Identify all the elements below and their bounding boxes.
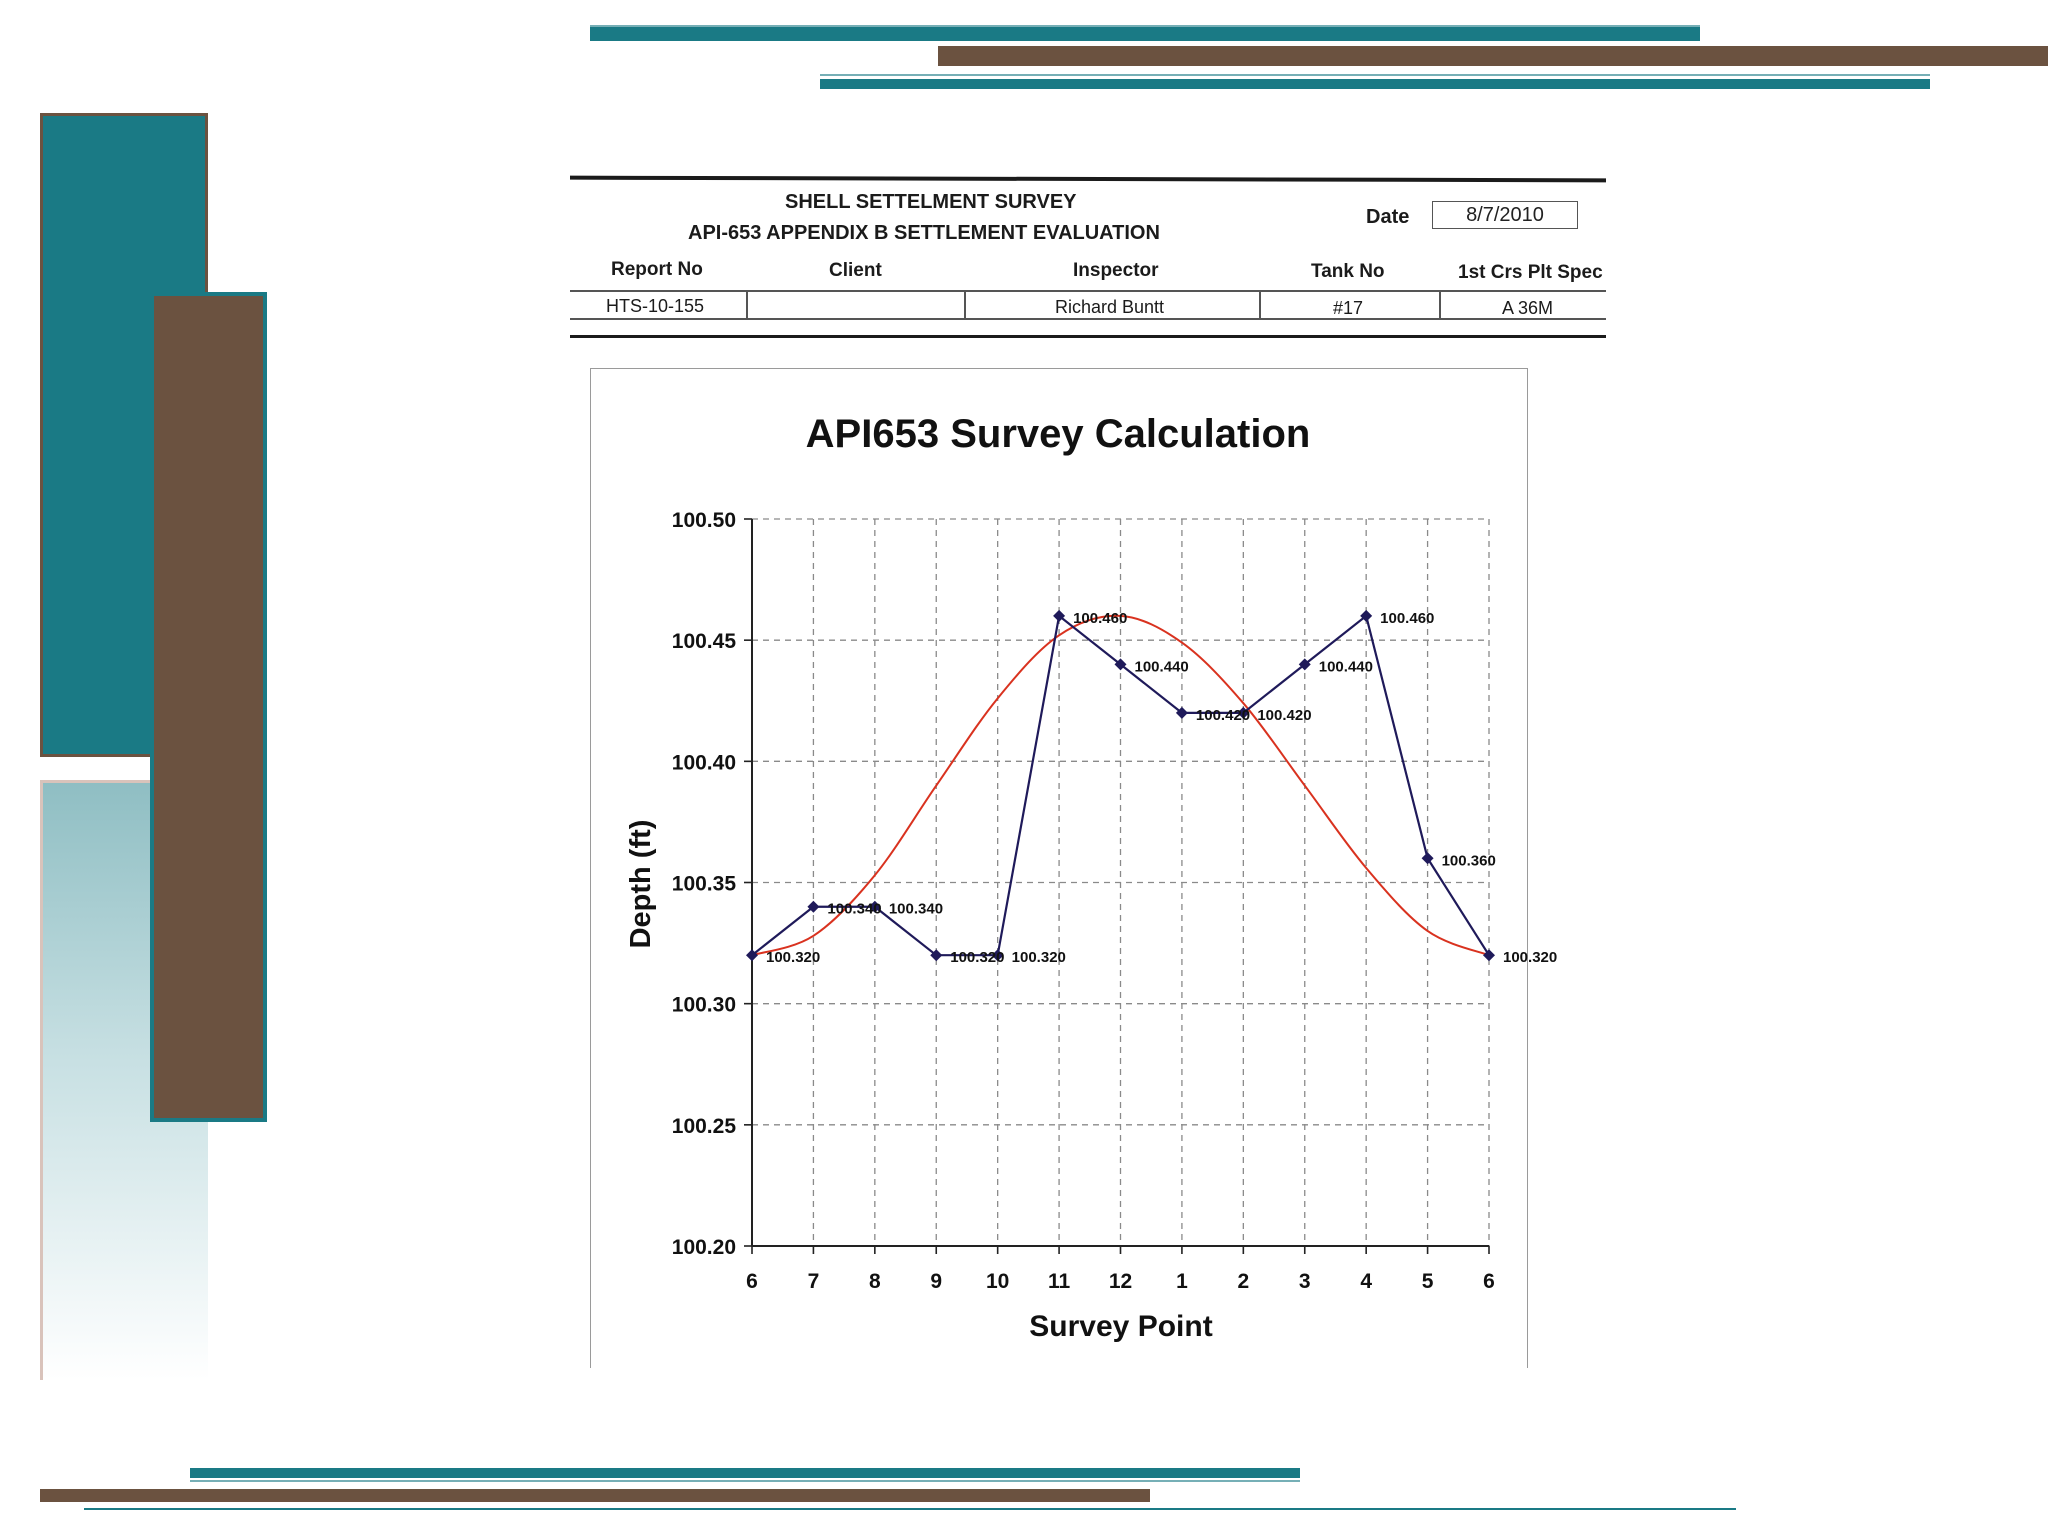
x-tick-label: 3 [1299, 1270, 1311, 1293]
deco-top-bar-2 [938, 46, 2048, 66]
data-label: 100.460 [1380, 610, 1434, 627]
data-point-marker [991, 949, 1004, 962]
value-report-no: HTS-10-155 [606, 296, 705, 316]
x-tick-label: 1 [1176, 1270, 1188, 1293]
value-tank-no: #17 [1333, 298, 1364, 318]
x-tick-label: 10 [986, 1270, 1009, 1293]
y-axis-label: Depth (ft) [625, 820, 657, 949]
header-bottom-rule [570, 335, 1606, 338]
x-tick-label: 9 [930, 1270, 942, 1293]
x-tick-label: 6 [1483, 1270, 1495, 1293]
data-label: 100.440 [1319, 658, 1373, 675]
x-axis-label: Survey Point [1029, 1310, 1212, 1343]
data-label: 100.320 [766, 949, 820, 966]
y-tick-label: 100.20 [672, 1236, 736, 1259]
x-tick-label: 12 [1109, 1270, 1132, 1293]
y-tick-label: 100.35 [672, 873, 737, 896]
cell-divider [1439, 292, 1441, 318]
y-tick-label: 100.25 [672, 1115, 737, 1138]
deco-top-bar-3 [820, 79, 1930, 89]
value-inspector: Richard Buntt [1055, 297, 1165, 317]
values-row-top-line [570, 290, 1606, 292]
data-label: 100.360 [1442, 852, 1496, 869]
deco-bottom-bar-3 [84, 1508, 1736, 1510]
values-row-bottom-line [570, 318, 1606, 320]
cell-divider [964, 292, 966, 318]
data-label: 100.320 [1012, 949, 1066, 966]
x-tick-label: 5 [1422, 1270, 1434, 1293]
data-label: 100.340 [889, 901, 943, 918]
y-tick-label: 100.40 [672, 751, 736, 774]
x-tick-label: 7 [808, 1270, 820, 1293]
col-client: Client [829, 260, 882, 281]
x-tick-label: 8 [869, 1270, 881, 1293]
data-point-marker [1483, 949, 1495, 962]
x-tick-label: 6 [746, 1270, 758, 1293]
data-point-marker [868, 900, 881, 913]
data-point-marker [930, 949, 943, 962]
data-point-marker [1298, 658, 1311, 671]
y-tick-label: 100.50 [672, 509, 736, 532]
data-point-marker [746, 949, 758, 962]
data-point-marker [1053, 609, 1066, 622]
data-point-marker [1237, 706, 1250, 719]
deco-bottom-bar-1-line [190, 1480, 1300, 1482]
data-label: 100.320 [950, 949, 1004, 966]
x-tick-label: 4 [1360, 1270, 1372, 1293]
date-label: Date [1366, 206, 1410, 228]
header-title-line1: SHELL SETTELMENT SURVEY [785, 191, 1077, 213]
deco-bottom-bar-2 [40, 1489, 1150, 1502]
deco-top-bar-1-line [590, 25, 1700, 27]
data-label: 100.340 [827, 901, 881, 918]
data-label: 100.460 [1073, 610, 1127, 627]
data-point-marker [1114, 658, 1127, 671]
deco-top-bar-1 [590, 27, 1700, 41]
deco-bottom-bar-1 [190, 1468, 1300, 1478]
date-field: 8/7/2010 [1432, 201, 1578, 229]
data-label: 100.420 [1196, 707, 1250, 724]
data-point-marker [1421, 852, 1434, 865]
cell-divider [1259, 292, 1261, 318]
data-point-marker [1175, 706, 1188, 719]
data-label: 100.420 [1257, 707, 1311, 724]
cell-divider [746, 292, 748, 318]
chart-title: API653 Survey Calculation [806, 412, 1311, 456]
y-tick-label: 100.30 [672, 994, 736, 1017]
data-point-marker [807, 900, 820, 913]
value-plate-spec: A 36M [1502, 298, 1554, 318]
deco-top-bar-3-line [820, 74, 1930, 76]
data-label: 100.320 [1503, 949, 1557, 966]
x-tick-label: 11 [1048, 1270, 1071, 1293]
header-title-line2: API-653 APPENDIX B SETTLEMENT EVALUATION [688, 222, 1160, 244]
col-report-no: Report No [611, 259, 703, 280]
x-tick-label: 2 [1237, 1270, 1249, 1293]
data-label: 100.440 [1135, 658, 1189, 675]
col-inspector: Inspector [1073, 260, 1159, 281]
deco-brown-block [150, 292, 267, 1122]
data-point-marker [1360, 609, 1373, 622]
fit-curve-line [751, 614, 1490, 957]
y-tick-label: 100.45 [672, 630, 737, 653]
col-tank-no: Tank No [1311, 261, 1385, 282]
col-plate-spec: 1st Crs Plt Spec [1458, 262, 1603, 283]
